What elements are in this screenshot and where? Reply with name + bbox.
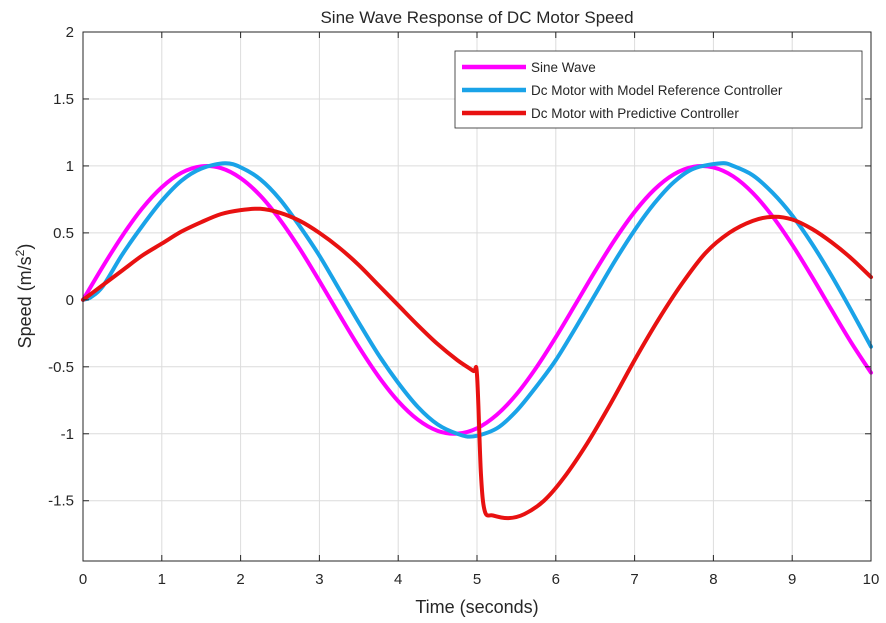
y-axis-label-superscript: 2 <box>13 249 27 256</box>
y-tick-label: 2 <box>66 24 74 41</box>
y-axis-label-main: Speed (m/s <box>15 256 35 348</box>
y-tick-label: 1 <box>66 158 74 175</box>
legend: Sine Wave Dc Motor with Model Reference … <box>454 50 863 129</box>
y-axis-label: Speed (m/s2) <box>13 244 35 349</box>
legend-label-predictive: Dc Motor with Predictive Controller <box>531 106 739 121</box>
legend-label-model-reference: Dc Motor with Model Reference Controller <box>531 83 783 98</box>
x-tick-label: 5 <box>473 571 481 588</box>
x-tick-label: 7 <box>630 571 638 588</box>
y-tick-label: -1.5 <box>48 493 74 510</box>
chart-title: Sine Wave Response of DC Motor Speed <box>320 8 633 27</box>
legend-label-sine-wave: Sine Wave <box>531 60 596 75</box>
x-tick-label: 8 <box>709 571 717 588</box>
x-tick-label: 4 <box>394 571 402 588</box>
series-line-model-reference <box>81 161 873 439</box>
ticks <box>82 31 872 561</box>
x-tick-label: 10 <box>863 571 880 588</box>
x-axis-label: Time (seconds) <box>415 597 538 617</box>
x-tick-label: 6 <box>552 571 560 588</box>
x-tick-label: 2 <box>236 571 244 588</box>
x-tick-label: 9 <box>788 571 796 588</box>
series-line-predictive <box>81 206 873 521</box>
y-tick-label: 1.5 <box>53 91 74 108</box>
x-tick-label: 3 <box>315 571 323 588</box>
y-axis-label-close: ) <box>15 244 35 250</box>
x-tick-label: 0 <box>79 571 87 588</box>
series-layer <box>81 161 873 521</box>
x-tick-label: 1 <box>158 571 166 588</box>
y-tick-label: 0 <box>66 292 74 309</box>
y-tick-label: -0.5 <box>48 359 74 376</box>
series-line-sine-wave <box>81 164 873 436</box>
tick-labels: 0 1 2 3 4 5 6 7 8 9 10 2 1.5 1 0.5 0 -0.5 -1 -1.5 <box>48 24 879 588</box>
y-tick-label: -1 <box>61 426 74 443</box>
y-tick-label: 0.5 <box>53 225 74 242</box>
